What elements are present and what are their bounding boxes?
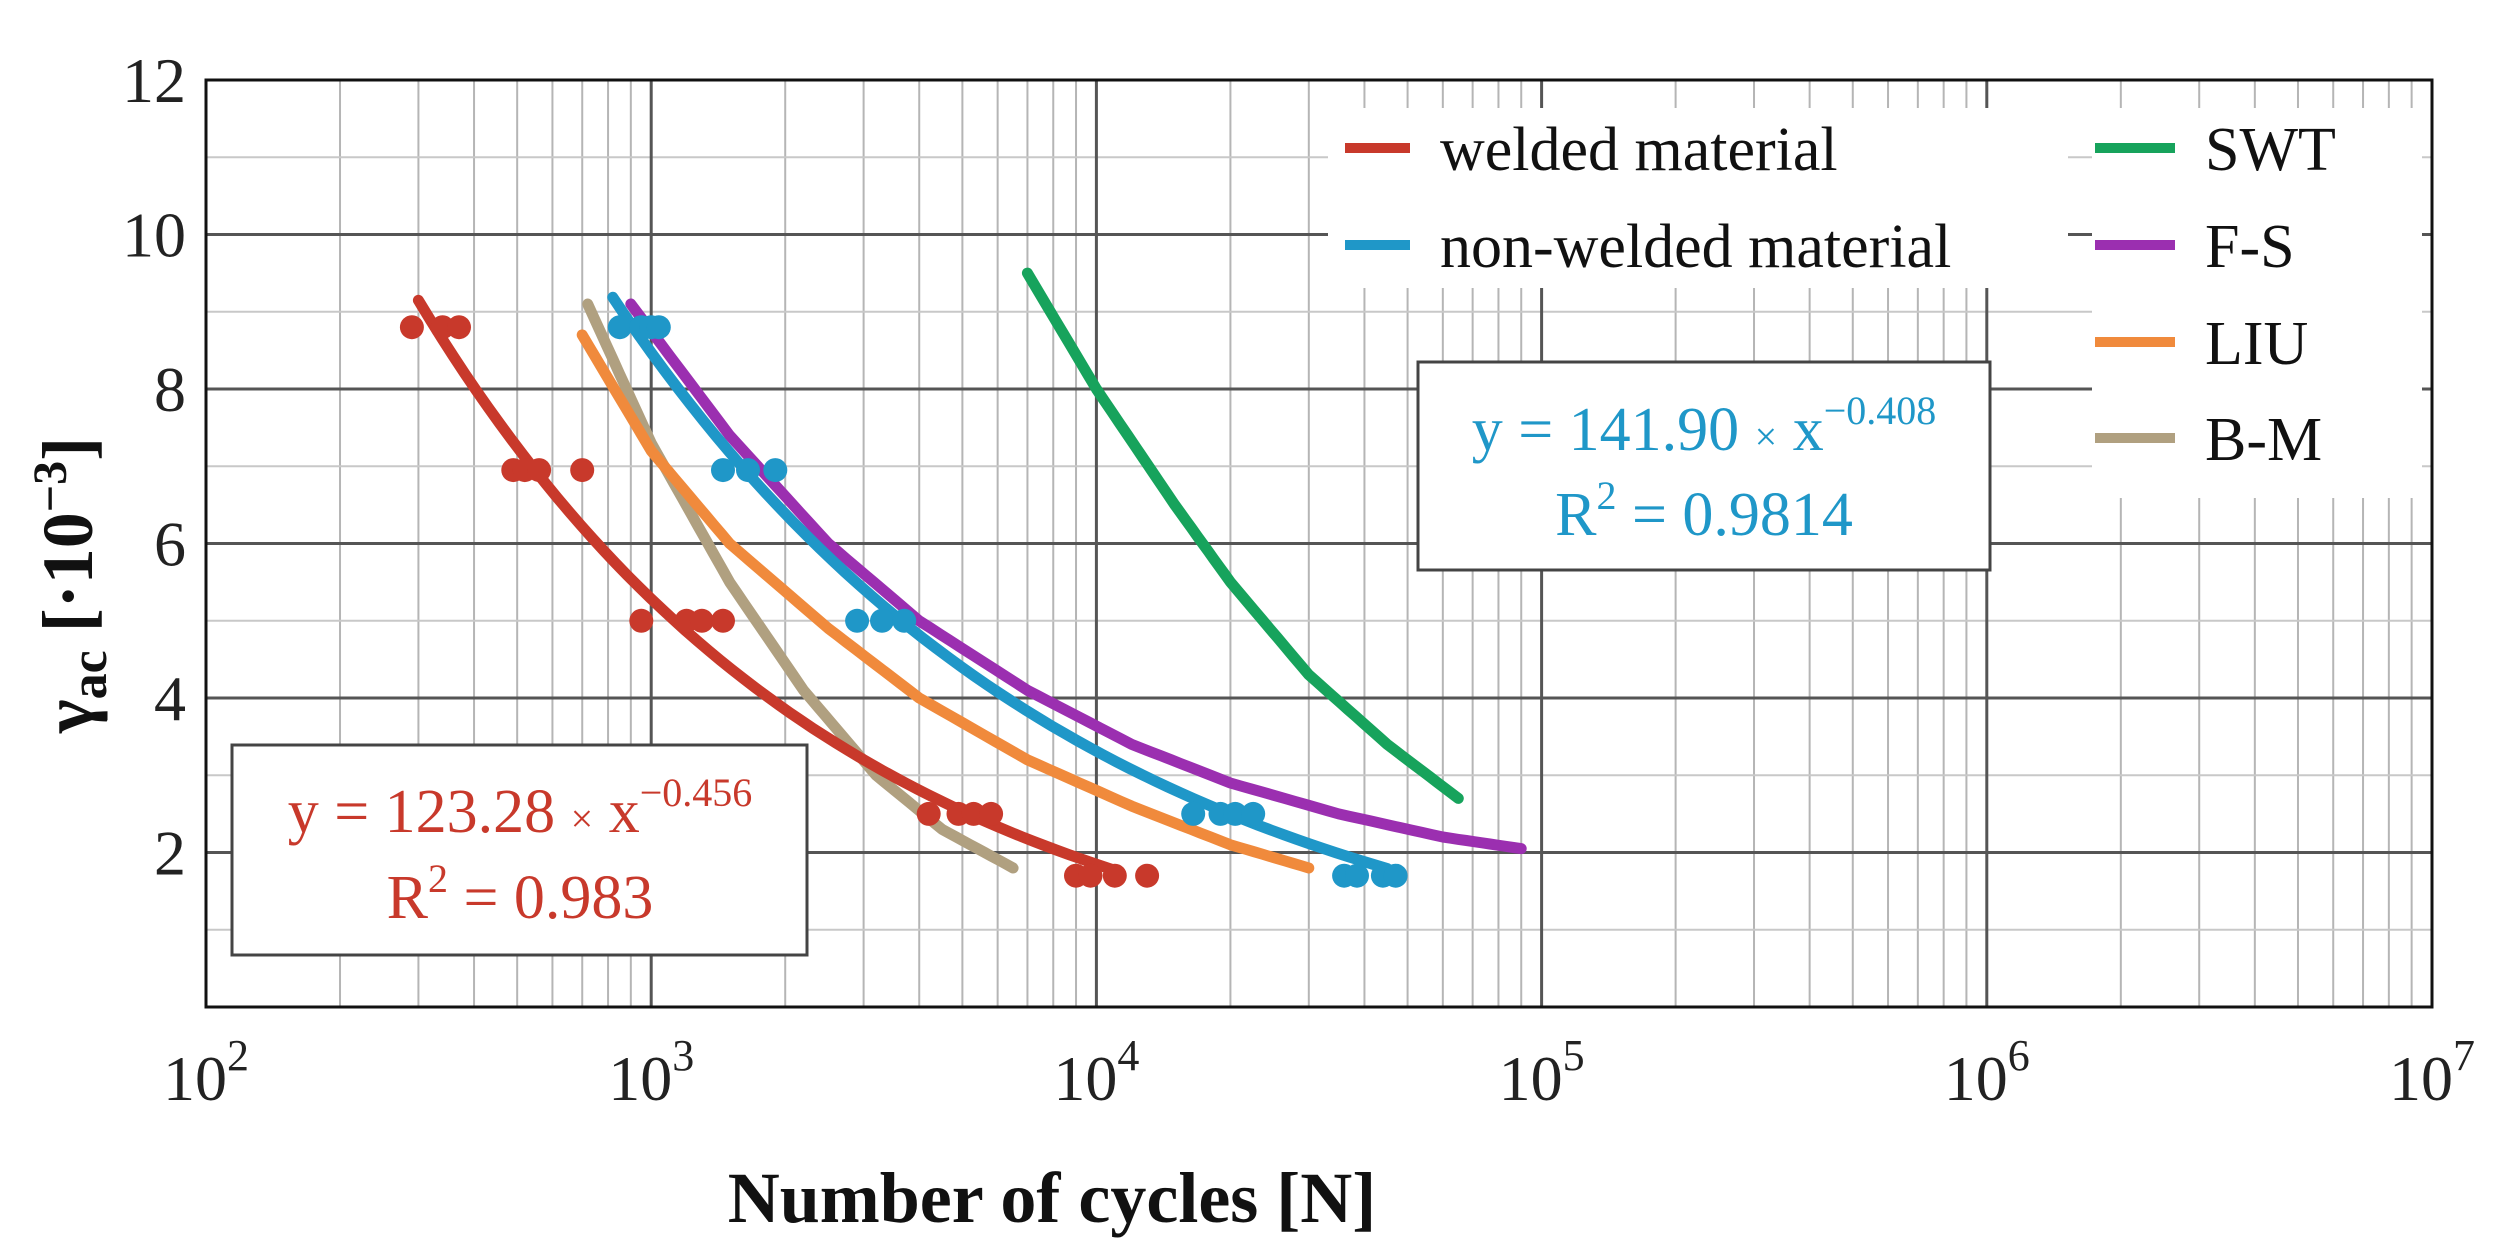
r2-non-welded: R2 = 0.9814 [1555,473,1853,549]
equation-non-welded-times: × [1755,414,1778,459]
data-point-welded-material [1135,863,1160,888]
x-tick-exp: 2 [227,1031,249,1080]
data-point-welded-material [527,458,552,483]
x-tick-exp: 4 [1117,1031,1139,1080]
y-axis-title: γac [·10−3] [24,437,118,734]
legend-label-non-welded: non-welded material [1440,213,1951,281]
y-axis-title-main: γ [28,699,108,734]
x-tick-exp: 6 [2008,1031,2030,1080]
data-point-welded-material [629,608,654,633]
data-point-non-welded-material [1345,863,1369,888]
data-point-welded-material [570,458,595,483]
equation-non-welded-prefix: y = 141.90 [1472,396,1755,464]
data-point-non-welded-material [892,608,917,633]
equation-non-welded: y = 141.90 × x−0.408 [1472,388,1937,464]
x-tick-base: 10 [163,1043,227,1114]
series-line-f-s [625,298,1527,855]
data-point-non-welded-material [1223,801,1248,826]
data-point-non-welded-material [711,458,735,483]
equation-welded-exp: −0.456 [640,770,753,815]
r2-welded-sup: 2 [428,856,448,901]
x-tick-exp: 5 [1563,1031,1585,1080]
data-point-non-welded-material [763,458,788,483]
equation-box-welded: y = 123.28 × x−0.456 R2 = 0.983 [230,743,809,957]
equation-welded-prefix: y = 123.28 [288,778,571,846]
plot-frame [204,78,2434,1009]
y-tick-label: 12 [122,45,186,116]
data-point-welded-material [711,608,735,633]
series-line-swt [1021,267,1464,804]
equation-box-welded-frame [230,743,809,957]
x-tick-label: 102 [163,1031,249,1114]
data-point-welded-material [979,801,1004,826]
equation-non-welded-x: x [1777,396,1824,464]
y-axis-title-exp: −3 [24,461,77,512]
data-point-non-welded-material [1383,863,1408,888]
legend: welded material non-welded material SWT … [1328,108,2422,498]
r2-welded-label: R [387,864,429,932]
data-point-non-welded-material [646,315,671,340]
r2-welded: R2 = 0.983 [387,856,654,932]
x-tick-label: 103 [608,1031,694,1114]
equation-non-welded-exp: −0.408 [1824,388,1937,433]
series-line-liu [576,329,1315,874]
equation-welded-times: × [571,796,594,841]
y-tick-label: 10 [122,200,186,271]
data-point-welded-material [430,315,455,340]
x-tick-base: 10 [1499,1043,1563,1114]
x-tick-label: 106 [1944,1031,2030,1114]
data-point-non-welded-material [845,608,870,633]
y-tick-label: 4 [154,663,186,734]
legend-label-fs: F-S [2205,213,2295,281]
r2-non-welded-label: R [1555,481,1597,549]
legend-label-bm: B-M [2205,406,2322,474]
y-axis-title-unit: [·10 [28,512,108,650]
x-tick-base: 10 [1053,1043,1117,1114]
y-tick-label: 8 [154,354,186,425]
y-axis-title-sub: ac [61,650,118,699]
legend-background [1328,108,2068,288]
data-point-welded-material [447,315,471,340]
x-tick-label: 107 [2389,1031,2475,1114]
x-tick-exp: 3 [672,1031,694,1080]
x-tick-exp: 7 [2453,1031,2475,1080]
x-tick-label: 105 [1499,1031,1585,1114]
y-tick-label: 6 [154,509,186,580]
equation-welded-x: x [593,778,640,846]
legend-label-welded: welded material [1440,116,1838,184]
data-point-non-welded-material [736,458,760,483]
x-axis-title: Number of cycles [N] [728,1158,1377,1238]
data-point-welded-material [1102,863,1127,888]
data-point-welded-material [399,315,424,340]
x-tick-base: 10 [608,1043,672,1114]
equation-welded: y = 123.28 × x−0.456 [288,770,753,846]
data-point-non-welded-material [870,608,894,633]
data-point-welded-material [1078,863,1103,888]
equation-box-non-welded-frame [1416,360,1992,572]
data-point-non-welded-material [1181,801,1206,826]
data-point-non-welded-material [1241,801,1266,826]
data-point-welded-material [689,608,714,633]
r2-non-welded-value: = 0.9814 [1616,481,1852,549]
y-tick-label: 2 [154,818,186,889]
r2-non-welded-sup: 2 [1596,473,1616,518]
x-tick-base: 10 [1944,1043,2008,1114]
equation-box-non-welded: y = 141.90 × x−0.408 R2 = 0.9814 [1416,360,1992,572]
data-point-non-welded-material [607,315,632,340]
r2-welded-value: = 0.983 [448,864,653,932]
series-layer [399,267,1527,888]
legend-label-liu: LIU [2205,310,2308,378]
y-axis-title-close: ] [28,437,108,461]
x-tick-label: 104 [1053,1031,1139,1114]
x-tick-base: 10 [2389,1043,2453,1114]
data-point-welded-material [916,801,941,826]
legend-label-swt: SWT [2205,116,2336,184]
data-point-welded-material [961,801,986,826]
